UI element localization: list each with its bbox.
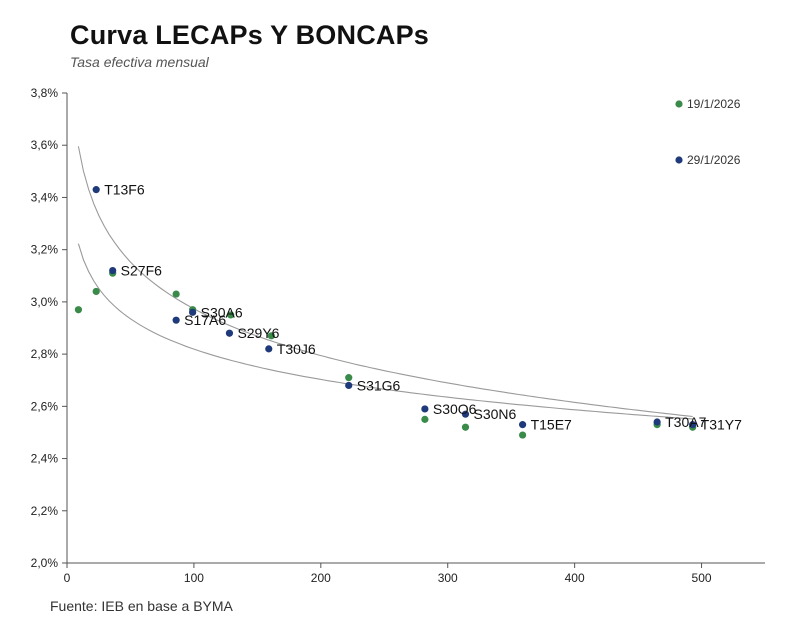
y-tick-label: 2,2% bbox=[31, 504, 59, 518]
point-label: S31G6 bbox=[357, 377, 401, 393]
data-point-series-2 bbox=[653, 418, 661, 426]
data-point-series-1 bbox=[519, 431, 527, 439]
y-tick-label: 3,2% bbox=[31, 243, 59, 257]
point-label: S27F6 bbox=[121, 263, 162, 279]
y-tick-label: 3,6% bbox=[31, 138, 59, 152]
data-point-series-1 bbox=[421, 415, 429, 423]
data-point-series-2 bbox=[421, 405, 429, 413]
data-point-series-2 bbox=[345, 381, 353, 390]
y-tick-label: 2,8% bbox=[31, 347, 59, 361]
trendline-1 bbox=[77, 243, 693, 420]
data-point-series-2 bbox=[172, 316, 180, 324]
data-point-series-2 bbox=[225, 329, 234, 337]
data-point-series-1 bbox=[461, 423, 470, 431]
x-tick-label: 400 bbox=[565, 571, 585, 585]
y-tick-label: 3,8% bbox=[31, 86, 59, 100]
point-label: T31Y7 bbox=[701, 417, 742, 433]
legend-label-1: 19/1/2026 bbox=[687, 97, 741, 111]
data-point-series-1 bbox=[345, 374, 353, 382]
data-point-series-1 bbox=[267, 332, 275, 340]
x-tick-label: 500 bbox=[692, 571, 712, 585]
y-tick-label: 3,4% bbox=[31, 190, 59, 204]
point-label: S30N6 bbox=[473, 406, 516, 422]
data-point-series-2 bbox=[461, 410, 470, 418]
x-tick-label: 100 bbox=[184, 571, 204, 585]
trendline-2 bbox=[77, 146, 693, 418]
data-point-series-2 bbox=[689, 421, 697, 429]
trendlines bbox=[77, 146, 693, 420]
y-tick-label: 2,0% bbox=[31, 556, 59, 570]
chart-title: Curva LECAPs Y BONCAPs bbox=[70, 20, 430, 50]
x-tick-label: 300 bbox=[438, 571, 458, 585]
point-label: S29Y6 bbox=[237, 325, 279, 341]
point-label: T30A7 bbox=[665, 414, 706, 430]
data-points bbox=[74, 186, 697, 439]
point-label: T15E7 bbox=[531, 417, 572, 433]
point-label: S30A6 bbox=[201, 304, 243, 320]
point-label: S17A6 bbox=[184, 312, 226, 328]
data-point-series-2 bbox=[519, 421, 527, 429]
data-point-series-1 bbox=[74, 306, 83, 314]
axes: 2,0% 2,2% 2,4% 2,6% 2,8% 3,0% 3,2% 3,4% 3,6% 3,8%… bbox=[31, 86, 765, 585]
data-point-series-1 bbox=[227, 311, 235, 319]
legend-marker-1 bbox=[675, 100, 683, 108]
point-label: S30O6 bbox=[433, 401, 477, 417]
data-point-series-2 bbox=[189, 308, 197, 316]
x-tick-label: 0 bbox=[64, 571, 71, 585]
data-point-series-2 bbox=[265, 345, 273, 353]
point-label: T30J6 bbox=[277, 341, 316, 357]
chart-subtitle: Tasa efectiva mensual bbox=[70, 54, 209, 70]
data-point-series-1 bbox=[92, 287, 100, 296]
point-label: T13F6 bbox=[104, 182, 145, 198]
legend-marker-2 bbox=[675, 156, 683, 164]
data-point-series-2 bbox=[109, 266, 117, 275]
y-tick-label: 2,6% bbox=[31, 399, 59, 413]
y-tick-label: 2,4% bbox=[31, 452, 59, 466]
x-tick-label: 200 bbox=[311, 571, 331, 585]
data-point-series-2 bbox=[92, 186, 100, 194]
data-point-series-1 bbox=[172, 290, 180, 298]
legend: 19/1/2026 29/1/2026 bbox=[675, 97, 741, 167]
legend-label-2: 29/1/2026 bbox=[687, 153, 741, 167]
y-tick-label: 3,0% bbox=[31, 295, 59, 309]
source-note: Fuente: IEB en base a BYMA bbox=[50, 598, 233, 614]
